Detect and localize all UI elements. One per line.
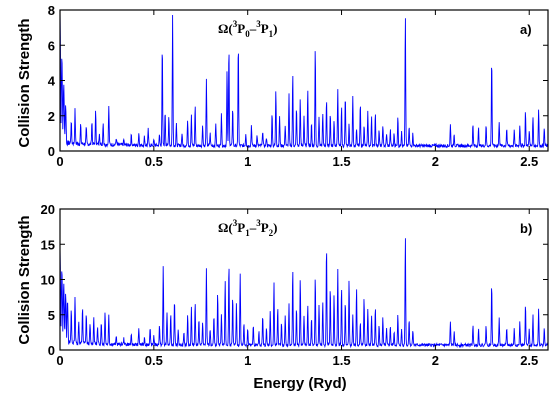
panel-a-y-tick-label: 2	[48, 109, 55, 124]
panel-b-title: Ω(3P1–3P2)	[218, 218, 278, 238]
panel-b-y-tick-label: 20	[41, 202, 55, 217]
panel-a-y-axis-label: Collision Strength	[16, 18, 33, 147]
panel-a-x-tick-label: 2	[432, 154, 439, 169]
panel-a-y-tick-label: 6	[48, 38, 55, 53]
panel-a-title: Ω(3P0–3P1)	[218, 19, 278, 39]
panel-a-series-line	[60, 10, 548, 149]
panel-a-x-tick-label: 1	[244, 154, 251, 169]
panel-a-x-tick-label: 1.5	[332, 154, 350, 169]
panel-b-chart: 0 0.5 1 1.5 2 2.5 0 5 10 15 20 Ω(3P1–3P2) b) Colli…	[16, 202, 549, 392]
panel-b-x-axis-label: Energy (Ryd)	[253, 375, 346, 392]
panel-a-chart: 0 0.5 1 1.5 2 2.5 0 2 4 6 8 Ω(3P0–3P1) a) Collisio…	[16, 3, 549, 169]
panel-b-y-tick-label: 0	[48, 343, 55, 358]
panel-b-x-tick-label: 2	[432, 353, 439, 368]
panel-b-y-tick-label: 15	[41, 237, 55, 252]
panel-a-y-tick-label: 8	[48, 3, 55, 18]
panel-b-x-tick-label: 1	[244, 353, 251, 368]
panel-a-x-tick-label: 0.5	[145, 154, 163, 169]
panel-b-x-tick-label: 0.5	[145, 353, 163, 368]
panel-b-series-line	[60, 238, 548, 349]
panel-b-label: b)	[520, 221, 532, 236]
panel-a-label: a)	[520, 22, 532, 37]
panel-b-x-tick-label: 2.5	[520, 353, 538, 368]
panel-a-y-tick-label: 0	[48, 144, 55, 159]
panel-a-y-tick-label: 4	[48, 74, 56, 89]
panel-a-x-tick-label: 0	[56, 154, 63, 169]
panel-b-x-tick-label: 1.5	[332, 353, 350, 368]
panel-a-x-tick-label: 2.5	[520, 154, 538, 169]
panel-b-y-tick-label: 10	[41, 273, 55, 288]
panel-b-y-axis-label: Collision Strength	[16, 215, 33, 344]
panel-b-x-tick-label: 0	[56, 353, 63, 368]
panel-b-y-tick-label: 5	[48, 308, 55, 323]
